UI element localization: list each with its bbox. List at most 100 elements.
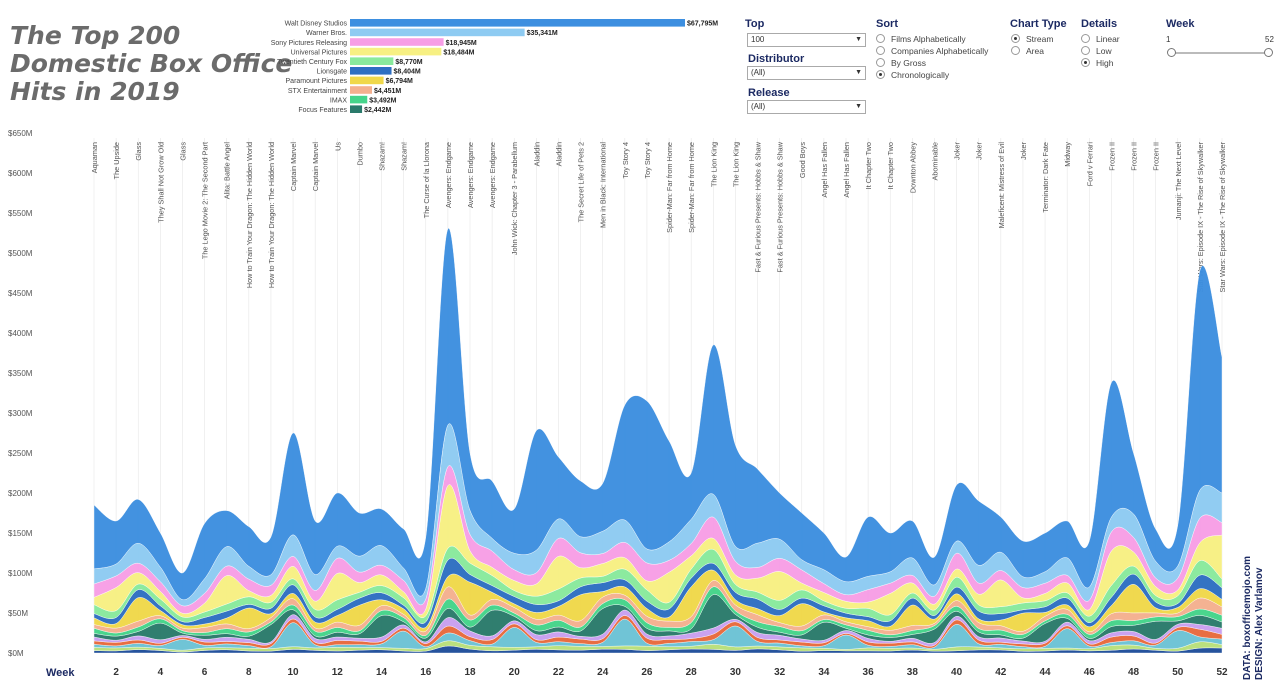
sort-option-chronological[interactable]: Chronologically [876, 70, 949, 80]
distributor-value-label: $3,492M [369, 97, 396, 104]
x-tick-label: 38 [907, 667, 919, 678]
film-annotation: Jumanji: The Next Level [1174, 142, 1183, 221]
distributor-name: Lionsgate [317, 69, 347, 76]
film-annotation: Abominable [930, 142, 939, 181]
slider-handle-start[interactable] [1167, 48, 1176, 57]
details-linear[interactable]: Linear [1081, 34, 1120, 44]
x-tick-label: 28 [686, 667, 698, 678]
film-annotation: Us [333, 142, 342, 151]
y-tick-label: $50M [8, 609, 28, 618]
distributor-bar [350, 67, 392, 75]
title-line-3: Hits in 2019 [10, 77, 180, 106]
film-annotation: How to Train Your Dragon: The Hidden Wor… [245, 142, 254, 288]
chevron-down-icon: ▼ [855, 103, 862, 110]
radio-selected-icon [876, 70, 885, 79]
top-dropdown[interactable]: 100 ▼ [747, 33, 866, 47]
film-annotation: Captain Marvel [311, 142, 320, 191]
data-credit: DATA: boxofficemojo.com [1242, 555, 1253, 680]
film-annotation: The Lego Movie 2: The Second Part [201, 142, 210, 259]
y-tick-label: $450M [8, 289, 33, 298]
film-annotation: It Chapter Two [886, 142, 895, 189]
distributor-name: IMAX [330, 97, 347, 104]
film-annotation: Good Boys [798, 142, 807, 178]
sort-option-label: Films Alphabetically [891, 34, 966, 44]
radio-selected-icon [1011, 34, 1020, 43]
film-annotation: Aquaman [90, 142, 99, 173]
x-tick-label: 8 [246, 667, 252, 678]
x-tick-label: 40 [951, 667, 963, 678]
sort-option-gross[interactable]: By Gross [876, 58, 926, 68]
film-annotation: They Shall Not Grow Old [156, 142, 165, 223]
sort-option-label: By Gross [891, 58, 926, 68]
details-high[interactable]: High [1081, 58, 1113, 68]
release-dropdown[interactable]: (All) ▼ [747, 100, 866, 114]
details-option-label: Low [1096, 46, 1112, 56]
radio-icon [1011, 46, 1020, 55]
y-tick-label: $150M [8, 529, 33, 538]
distributor-bar [350, 57, 394, 65]
film-annotation: Midway [1063, 142, 1072, 167]
y-tick-label: $350M [8, 369, 33, 378]
film-annotation: Frozen II [1130, 142, 1139, 171]
film-annotation: Joker [975, 141, 984, 159]
distributor-value-label: $4,451M [374, 88, 401, 95]
chart-type-stream[interactable]: Stream [1011, 34, 1053, 44]
film-annotation: Shazam! [400, 142, 409, 171]
distributor-dropdown[interactable]: (All) ▼ [747, 66, 866, 80]
details-option-label: High [1096, 58, 1114, 68]
sort-option-companies[interactable]: Companies Alphabetically [876, 46, 988, 56]
distributor-value-label: $18,484M [443, 49, 474, 56]
distributor-dropdown-value: (All) [751, 68, 766, 77]
film-annotation: Aladdin [554, 142, 563, 166]
x-tick-label: 32 [774, 667, 786, 678]
chart-type-area[interactable]: Area [1011, 46, 1044, 56]
y-tick-label: $650M [8, 129, 33, 138]
distributor-bar [350, 86, 372, 94]
slider-track [1169, 52, 1271, 54]
details-low[interactable]: Low [1081, 46, 1112, 56]
sort-option-films[interactable]: Films Alphabetically [876, 34, 966, 44]
x-tick-label: 46 [1084, 667, 1096, 678]
distributor-value-label: $2,442M [364, 107, 391, 114]
film-annotation: Fast & Furious Presents: Hobbs & Shaw [754, 141, 763, 272]
film-annotation: Aladdin [532, 142, 541, 166]
details-option-label: Linear [1096, 34, 1120, 44]
chart-type-label: Chart Type [1010, 18, 1067, 30]
distributor-value-label: $6,794M [386, 78, 413, 85]
film-annotation: Toy Story 4 [621, 142, 630, 179]
radio-icon [876, 58, 885, 67]
film-annotation: Maleficent: Mistress of Evil [997, 142, 1006, 229]
distributor-bar [350, 105, 363, 113]
distributor-filter-label: Distributor [748, 53, 805, 65]
slider-handle-end[interactable] [1264, 48, 1273, 57]
y-tick-label: $600M [8, 169, 33, 178]
film-annotation: Avengers: Endgame [444, 142, 453, 208]
radio-selected-icon [1081, 58, 1090, 67]
distributor-bar [350, 47, 442, 56]
dashboard-title: The Top 200 Domestic Box Office Hits in … [10, 22, 292, 106]
film-annotation: The Lion King [731, 142, 740, 187]
film-annotation: Glass [134, 142, 143, 161]
x-tick-label: 16 [420, 667, 432, 678]
film-annotation: Angel Has Fallen [842, 142, 851, 198]
x-tick-label: 26 [641, 667, 653, 678]
x-tick-label: 6 [202, 667, 208, 678]
chart-type-option-label: Stream [1026, 34, 1054, 44]
distributor-bar [350, 38, 444, 46]
film-annotation: Joker [1019, 141, 1028, 159]
film-annotation: The Lion King [709, 142, 718, 187]
film-annotation: Fast & Furious Presents: Hobbs & Shaw [776, 141, 785, 272]
x-tick-label: 42 [995, 667, 1007, 678]
film-annotation: Frozen II [1107, 142, 1116, 171]
y-tick-label: $550M [8, 209, 33, 218]
week-range-slider[interactable] [1167, 48, 1273, 58]
chart-type-option-label: Area [1026, 46, 1044, 56]
film-annotation: How to Train Your Dragon: The Hidden Wor… [267, 142, 276, 288]
film-annotation: Angel Has Fallen [820, 142, 829, 198]
distributor-name: Universal Pictures [291, 49, 348, 56]
film-annotation: Star Wars: Episode IX - The Rise of Skyw… [1218, 141, 1227, 292]
y-tick-label: $500M [8, 249, 33, 258]
x-tick-label: 34 [818, 667, 830, 678]
x-tick-label: 52 [1216, 667, 1228, 678]
film-annotation: Joker [953, 141, 962, 159]
